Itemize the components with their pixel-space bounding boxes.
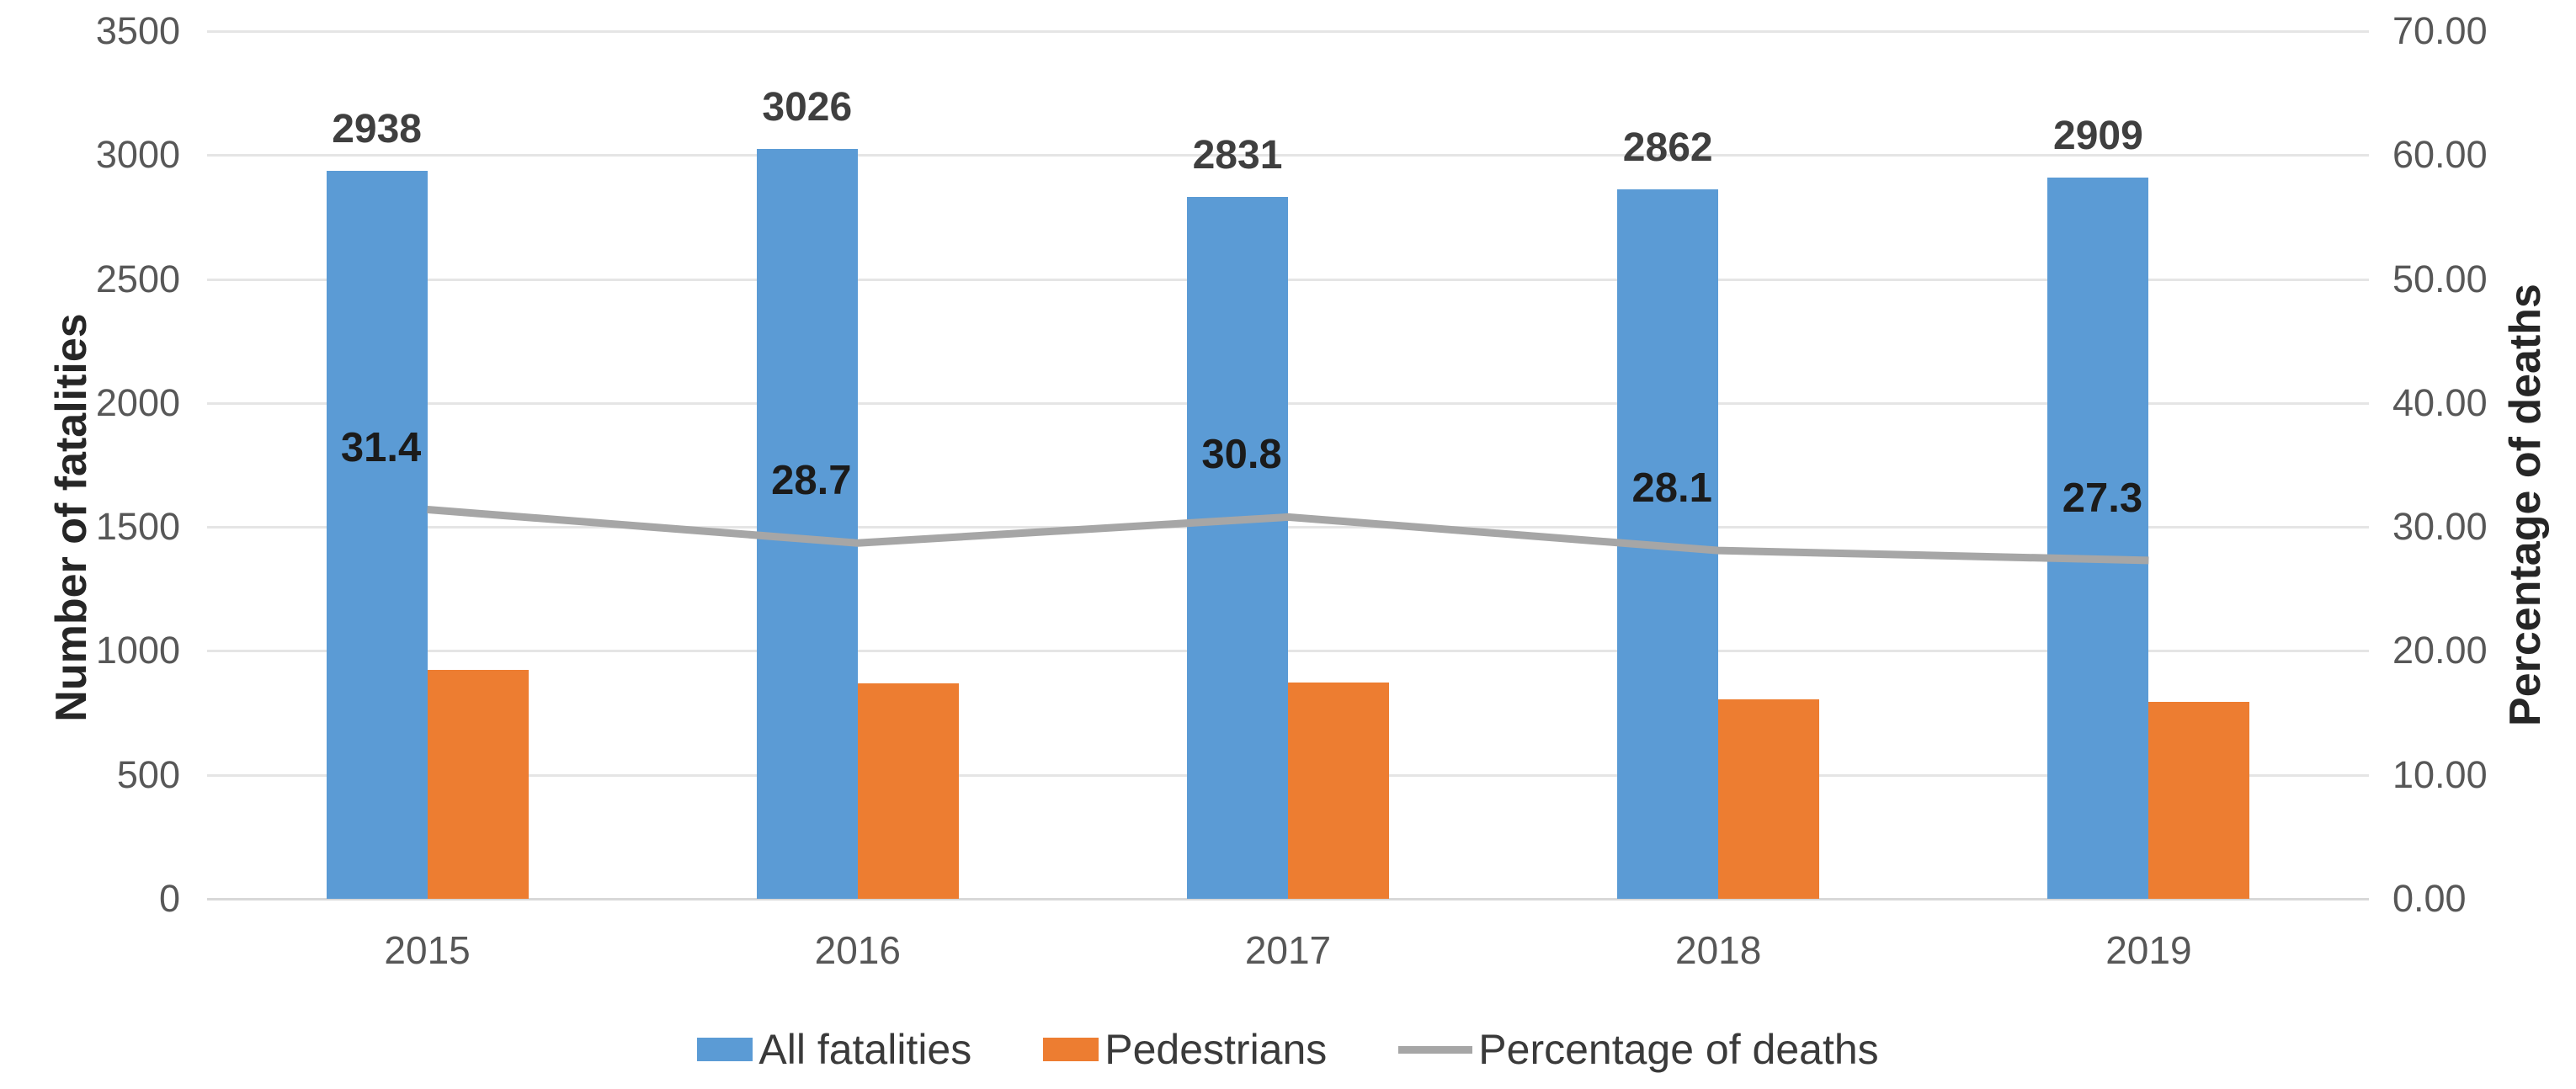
- x-axis-label: 2018: [1675, 928, 1762, 972]
- y-axis-tick-right: 50.00: [2392, 257, 2488, 300]
- y-axis-tick-right: 0.00: [2392, 877, 2467, 920]
- gridline: [207, 30, 2369, 33]
- percentage-of-deaths-line: [427, 506, 2149, 565]
- legend-swatch-pedestrians: [1043, 1038, 1099, 1061]
- y-axis-tick-left: 500: [116, 752, 180, 796]
- x-axis-labels: 2015 2016 2017 2018 2019: [212, 927, 2364, 978]
- gridline: [207, 526, 2369, 529]
- bar-pedestrians: [1288, 683, 1389, 899]
- legend-label-percentage-of-deaths: Percentage of deaths: [1478, 1026, 1879, 1073]
- legend-label-pedestrians: Pedestrians: [1104, 1026, 1328, 1073]
- y-axis-tick-left: 3500: [95, 9, 180, 52]
- line-value-label: 30.8: [1201, 432, 1282, 478]
- legend-swatch-all-fatalities: [697, 1038, 753, 1061]
- legend-item-percentage-of-deaths: Percentage of deaths: [1398, 1025, 1879, 1074]
- y-axis-tick-right: 70.00: [2392, 9, 2488, 52]
- gridline: [207, 278, 2369, 281]
- bar-pedestrians: [1718, 699, 1820, 899]
- y-axis-tick-left: 2000: [95, 380, 180, 424]
- bar-value-label: 3026: [762, 84, 853, 130]
- x-axis-label: 2016: [814, 928, 901, 972]
- legend-item-pedestrians: Pedestrians: [1043, 1025, 1327, 1074]
- x-axis-label: 2015: [384, 928, 471, 972]
- y-axis-tick-right: 20.00: [2392, 629, 2488, 672]
- y-axis-tick-right: 10.00: [2392, 752, 2488, 796]
- line-value-label: 31.4: [340, 424, 422, 470]
- line-value-label: 28.7: [771, 458, 852, 504]
- gridline: [207, 401, 2369, 405]
- legend-label-all-fatalities: All fatalities: [758, 1026, 972, 1073]
- y-axis-tick-left: 2500: [95, 257, 180, 300]
- bar-value-label: 2909: [2053, 114, 2143, 159]
- bar-all-fatalities: [326, 170, 428, 899]
- bar-value-label: 2862: [1622, 125, 1713, 170]
- bar-value-label: 2938: [332, 106, 422, 151]
- y-axis-tick-right: 60.00: [2392, 133, 2488, 177]
- legend: All fatalities Pedestrians Percentage of…: [0, 1020, 2576, 1079]
- bar-pedestrians: [857, 683, 959, 899]
- bar-pedestrians: [2148, 702, 2250, 899]
- bar-pedestrians: [427, 670, 529, 899]
- bar-all-fatalities: [2047, 178, 2149, 899]
- legend-item-all-fatalities: All fatalities: [697, 1025, 971, 1074]
- bar-all-fatalities: [1187, 197, 1288, 899]
- gridline: [207, 154, 2369, 157]
- y-axis-tick-right: 30.00: [2392, 505, 2488, 549]
- gridline: [207, 650, 2369, 653]
- line-value-label: 28.1: [1631, 465, 1712, 512]
- line-value-label: 27.3: [2062, 475, 2143, 521]
- bar-all-fatalities: [756, 148, 858, 899]
- y-axis-tick-left: 3000: [95, 133, 180, 177]
- bar-value-label: 2831: [1192, 133, 1283, 178]
- line-segment: [427, 506, 2149, 565]
- y-axis-tick-left: 1000: [95, 629, 180, 672]
- x-axis-label: 2019: [2105, 928, 2192, 972]
- x-axis-label: 2017: [1244, 928, 1332, 972]
- y-axis-tick-left: 1500: [95, 505, 180, 549]
- gridline: [207, 898, 2369, 900]
- plot-area: 2938 3026 2831 2862 2909 31.4 28.7 30.8 28.1 27.3: [207, 30, 2369, 900]
- legend-line-swatch-percentage-of-deaths: [1398, 1045, 1473, 1054]
- y-axis-tick-left: 0: [158, 877, 180, 920]
- y-axis-tick-right: 40.00: [2392, 380, 2488, 424]
